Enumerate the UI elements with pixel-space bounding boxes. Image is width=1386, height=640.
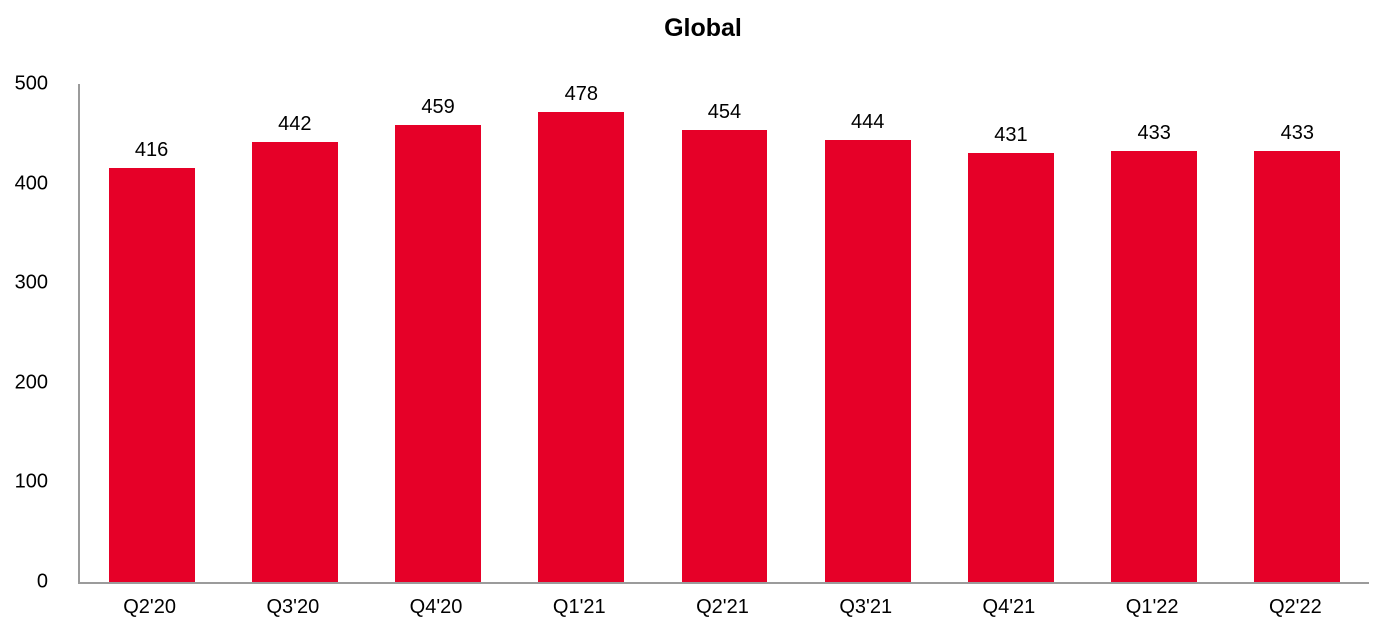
bar-slot: 431 [939, 84, 1082, 582]
y-tick-label: 200 [14, 371, 48, 394]
bar-slot: 444 [796, 84, 939, 582]
y-tick-label: 100 [14, 470, 48, 493]
x-tick-label: Q1'21 [552, 596, 606, 618]
x-tick-label: Q1'22 [1125, 596, 1179, 618]
bar [824, 139, 911, 582]
x-tick-label: Q3'21 [839, 596, 893, 618]
bar-value-label: 431 [994, 123, 1028, 146]
bar-value-label: 459 [421, 95, 455, 118]
x-tick-label: Q2'20 [123, 596, 176, 618]
bar-value-label: 454 [707, 100, 742, 123]
plot-area: 416 442 459 478 454 444 431 433 433 [78, 84, 1369, 584]
bar-slot: 416 [80, 84, 223, 582]
x-tick-label: Q2'21 [696, 596, 749, 618]
x-tick-label: Q3'20 [266, 596, 320, 618]
y-tick-label: 500 [14, 72, 48, 95]
bar-value-label: 444 [851, 110, 885, 133]
bar [1111, 150, 1198, 582]
bar-slot: 442 [223, 84, 366, 582]
x-tick-label: Q4'20 [409, 596, 463, 618]
chart-title: Global [664, 14, 742, 42]
bar [251, 141, 338, 582]
bar-slot: 459 [366, 84, 509, 582]
x-tick-label: Q4'21 [982, 596, 1036, 618]
bar [681, 129, 768, 582]
bar [1254, 150, 1341, 582]
bar-slot: 433 [1226, 84, 1369, 582]
bar [538, 112, 625, 582]
bar-slot: 433 [1083, 84, 1226, 582]
y-axis-labels: 0 100 200 300 400 500 [0, 73, 62, 593]
bar-slot: 454 [653, 84, 796, 582]
x-axis-labels: Q2'20 Q3'20 Q4'20 Q1'21 Q2'21 Q3'21 Q4'21 Q1'22… [78, 596, 1367, 619]
bar [395, 124, 481, 582]
bar-slot: 478 [510, 84, 653, 582]
bar-value-label: 478 [564, 83, 598, 105]
bar-value-label: 416 [134, 138, 169, 161]
bar-value-label: 433 [1280, 121, 1315, 144]
y-tick-label: 0 [36, 570, 48, 593]
bar [967, 152, 1054, 582]
bar-value-label: 442 [278, 112, 312, 135]
y-tick-label: 300 [14, 271, 48, 294]
y-tick-label: 400 [14, 172, 48, 195]
x-tick-label: Q2'22 [1268, 596, 1322, 618]
bar-value-label: 433 [1137, 121, 1171, 144]
bar [108, 167, 195, 582]
